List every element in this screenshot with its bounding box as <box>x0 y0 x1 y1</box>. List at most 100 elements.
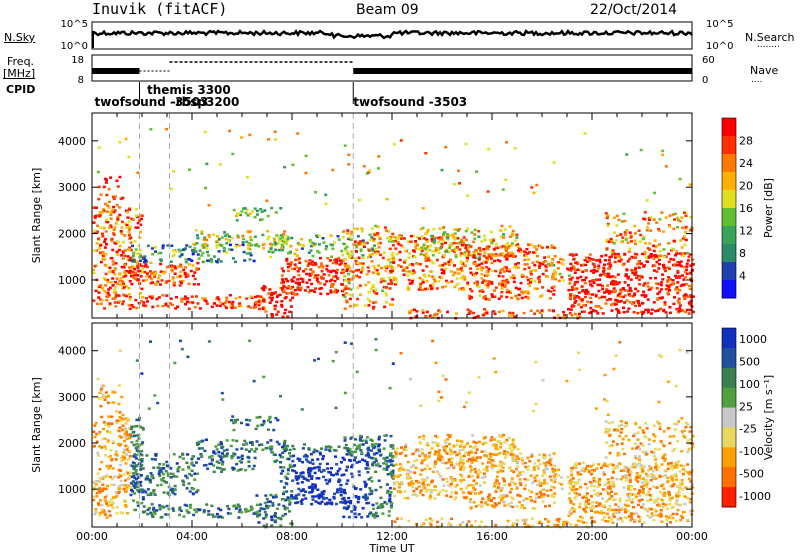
velocity-cell <box>351 475 355 478</box>
power-cell <box>394 277 398 280</box>
power-cell <box>194 229 198 232</box>
power-cell <box>109 224 113 227</box>
velocity-cell <box>136 485 140 489</box>
power-cell <box>315 278 319 282</box>
power-cell <box>191 301 195 304</box>
velocity-cell <box>360 516 364 519</box>
velocity-cell <box>472 446 476 449</box>
power-cell <box>506 288 509 292</box>
power-cell <box>399 265 403 268</box>
power-cell <box>607 292 611 295</box>
velocity-cell <box>119 436 123 439</box>
velocity-cell <box>526 478 530 482</box>
velocity-cell <box>482 441 486 444</box>
power-cell <box>498 260 502 263</box>
power-cell <box>511 234 515 237</box>
velocity-cell <box>484 501 488 504</box>
velocity-cell <box>95 440 99 443</box>
power-cell <box>97 296 101 299</box>
power-cell <box>367 281 371 284</box>
velocity-cell <box>494 445 498 449</box>
velocity-cell <box>448 447 452 450</box>
velocity-cell <box>185 487 189 490</box>
power-cell <box>388 247 392 251</box>
velocity-cell <box>669 521 673 524</box>
velocity-cell <box>449 495 453 498</box>
power-cell <box>361 256 365 260</box>
power-cell <box>161 304 165 308</box>
velocity-cell <box>196 457 200 460</box>
velocity-cell <box>124 422 128 425</box>
power-cell <box>508 291 512 294</box>
velocity-cell <box>110 415 114 418</box>
velocity-cell <box>382 457 386 460</box>
velocity-cell <box>244 510 248 513</box>
power-cell <box>671 279 675 282</box>
power-cell <box>247 305 251 308</box>
power-cell <box>621 263 625 267</box>
power-cell <box>341 253 345 257</box>
velocity-cell <box>556 474 560 477</box>
power-cell <box>93 265 97 268</box>
power-cell <box>425 238 429 241</box>
velocity-cell <box>478 484 482 487</box>
velocity-cell <box>256 515 259 518</box>
power-cell <box>440 271 444 275</box>
velocity-cell <box>654 466 657 469</box>
power-cell <box>98 285 102 289</box>
power-cell <box>116 218 120 221</box>
power-cell <box>301 280 305 284</box>
velocity-cell <box>220 470 223 474</box>
velocity-cell <box>98 480 102 483</box>
velocity-cell <box>195 490 198 494</box>
velocity-cell <box>218 467 222 470</box>
power-cell <box>290 278 294 281</box>
power-cell <box>506 281 510 284</box>
power-cell <box>447 263 451 266</box>
velocity-cell <box>286 468 290 471</box>
power-cell <box>230 302 234 306</box>
power-cell <box>615 234 619 237</box>
power-cell <box>384 269 388 273</box>
velocity-cell <box>290 490 294 493</box>
power-cell <box>431 254 435 257</box>
power-cell <box>114 280 117 284</box>
velocity-cell <box>474 492 477 495</box>
velocity-cell <box>133 453 137 456</box>
velocity-cell <box>282 504 286 508</box>
velocity-cell <box>443 439 447 442</box>
power-cell <box>391 244 395 247</box>
power-cell <box>217 258 220 261</box>
power-cell <box>607 289 611 293</box>
velocity-cell <box>307 486 311 489</box>
velocity-cell <box>364 498 368 501</box>
power-cell <box>143 265 147 268</box>
power-cell <box>92 271 96 275</box>
power-cell <box>365 273 369 276</box>
power-cell <box>642 235 646 239</box>
power-cell <box>485 310 489 313</box>
power-cell <box>662 265 666 268</box>
velocity-cell <box>348 447 352 451</box>
velocity-cell <box>464 443 468 447</box>
velocity-cell <box>378 505 382 508</box>
power-cell <box>629 240 633 243</box>
power-cell <box>606 275 609 278</box>
power-cell <box>280 305 284 308</box>
velocity-cell <box>409 470 413 474</box>
power-cell <box>612 242 616 245</box>
power-cell <box>131 270 135 274</box>
power-cell <box>384 286 388 289</box>
power-cell <box>258 307 261 311</box>
velocity-cell <box>473 467 477 471</box>
power-cell <box>433 236 437 239</box>
power-cell <box>445 248 449 252</box>
power-cell <box>156 304 160 308</box>
power-cell <box>120 232 124 235</box>
velocity-cell <box>498 468 502 472</box>
velocity-cell <box>113 475 117 478</box>
velocity-cell <box>313 495 317 498</box>
power-cell <box>342 242 346 246</box>
velocity-cell <box>419 453 423 456</box>
velocity-cell <box>686 518 690 522</box>
